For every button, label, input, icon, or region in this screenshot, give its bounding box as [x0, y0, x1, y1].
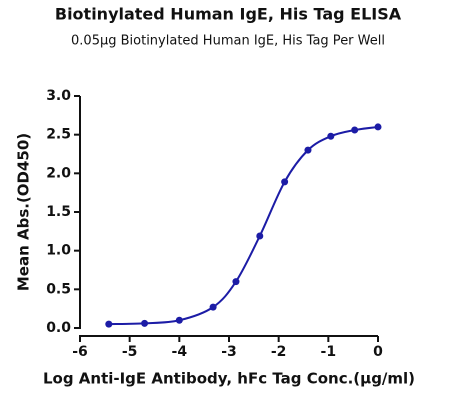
- data-point: [327, 132, 335, 140]
- x-tick-label: -6: [72, 344, 88, 360]
- x-tick-label: -2: [271, 344, 287, 360]
- data-point: [304, 146, 312, 154]
- x-tick-label: -5: [122, 344, 138, 360]
- y-tick-label: 2.0: [46, 165, 71, 181]
- fit-curve: [108, 125, 379, 326]
- chart-subtitle: 0.05μg Biotinylated Human IgE, His Tag P…: [71, 34, 385, 49]
- x-axis-label: Log Anti-IgE Antibody, hFc Tag Conc.(μg/…: [43, 370, 415, 388]
- data-point: [175, 316, 183, 324]
- y-tick-label: 0.0: [46, 320, 71, 336]
- data-point: [351, 126, 359, 134]
- data-point: [105, 320, 113, 328]
- data-point: [232, 278, 240, 286]
- y-tick-label: 2.5: [46, 127, 71, 143]
- data-point: [374, 123, 382, 131]
- x-tick-label: 0: [373, 344, 383, 360]
- y-tick-label: 0.5: [46, 281, 71, 297]
- data-point: [209, 303, 217, 311]
- x-tick-label: -4: [172, 344, 188, 360]
- y-tick-label: 3.0: [46, 88, 71, 104]
- x-tick-label: -3: [221, 344, 237, 360]
- data-point: [281, 178, 289, 186]
- data-point: [256, 232, 264, 240]
- y-tick-label: 1.5: [46, 204, 71, 220]
- data-point: [141, 319, 149, 327]
- y-axis-label: Mean Abs.(OD450): [15, 133, 33, 291]
- x-tick-label: -1: [321, 344, 337, 360]
- chart-title: Biotinylated Human IgE, His Tag ELISA: [55, 5, 402, 24]
- y-tick-label: 1.0: [46, 243, 71, 259]
